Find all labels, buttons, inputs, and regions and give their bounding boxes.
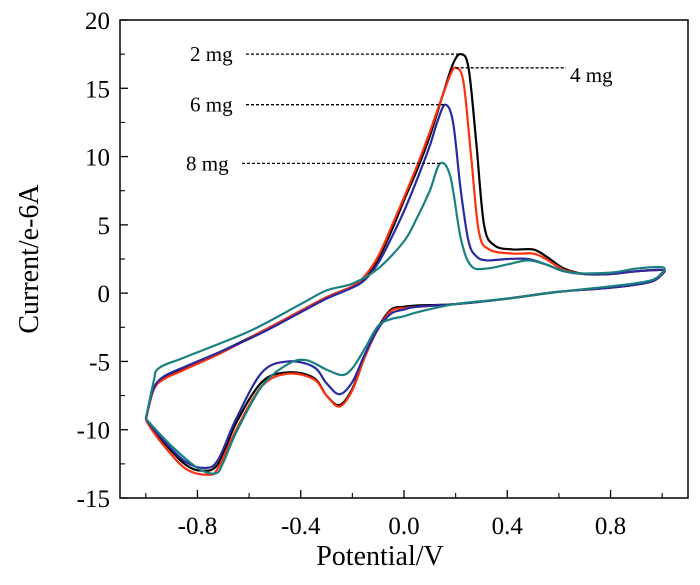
series-lines [144,52,666,476]
y-tick-label: -15 [77,486,110,513]
annotation-label: 2 mg [190,42,233,66]
y-tick-label: 5 [98,213,111,240]
y-tick-label: -10 [77,418,110,445]
y-tick-label: -5 [89,349,110,376]
series-line-4-mg [144,66,666,476]
y-tick-label: 15 [85,76,110,103]
annotation-label: 4 mg [570,63,613,87]
y-tick-label: 0 [98,281,111,308]
y-tick-label: 10 [85,145,110,172]
axis-ticks: -0.8 -0.4 0.0 0.4 0.8 -15 -10 -5 0 5 10 15 20 [77,8,663,540]
x-tick-label: -0.4 [281,513,321,540]
x-tick-label: -0.8 [178,513,218,540]
annotation-label: 8 mg [186,151,229,175]
x-tick-label: 0.8 [595,513,626,540]
annotation-label: 6 mg [190,93,233,117]
y-axis-title: Current/e-6A [14,184,45,334]
peak-annotations: 2 mg 4 mg 6 mg 8 mg [186,42,613,175]
y-tick-label: 20 [85,8,110,35]
x-axis-title: Potential/V [316,541,444,572]
series-line-8-mg [144,161,666,475]
x-tick-label: 0.0 [388,513,419,540]
x-tick-label: 0.4 [492,513,524,540]
